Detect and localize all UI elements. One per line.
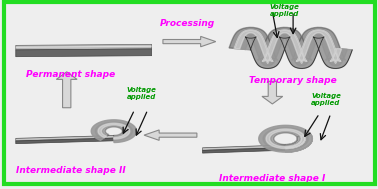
- Text: Voltage
applied: Voltage applied: [270, 4, 299, 17]
- Text: Permanent shape: Permanent shape: [26, 70, 115, 79]
- Polygon shape: [263, 127, 308, 150]
- FancyArrow shape: [144, 130, 197, 140]
- Text: Voltage
applied: Voltage applied: [311, 93, 341, 106]
- Polygon shape: [95, 122, 133, 140]
- Polygon shape: [234, 30, 352, 68]
- FancyArrow shape: [56, 72, 77, 108]
- Polygon shape: [16, 44, 152, 50]
- Polygon shape: [259, 125, 312, 152]
- Polygon shape: [16, 136, 114, 140]
- Text: Processing: Processing: [160, 19, 215, 28]
- Text: Intermediate shape I: Intermediate shape I: [219, 174, 325, 183]
- FancyArrow shape: [163, 36, 216, 47]
- Polygon shape: [203, 146, 285, 149]
- Polygon shape: [203, 145, 285, 150]
- Text: Voltage
applied: Voltage applied: [126, 87, 156, 100]
- Polygon shape: [203, 148, 285, 153]
- Polygon shape: [266, 129, 305, 149]
- Polygon shape: [16, 138, 114, 144]
- Text: Intermediate shape II: Intermediate shape II: [15, 166, 125, 175]
- Text: Temporary shape: Temporary shape: [249, 76, 337, 85]
- Polygon shape: [16, 46, 152, 48]
- Polygon shape: [235, 30, 342, 63]
- Polygon shape: [91, 120, 136, 143]
- Polygon shape: [98, 123, 130, 139]
- Polygon shape: [229, 27, 347, 66]
- Polygon shape: [16, 49, 152, 57]
- FancyArrow shape: [262, 81, 283, 104]
- Polygon shape: [16, 136, 114, 141]
